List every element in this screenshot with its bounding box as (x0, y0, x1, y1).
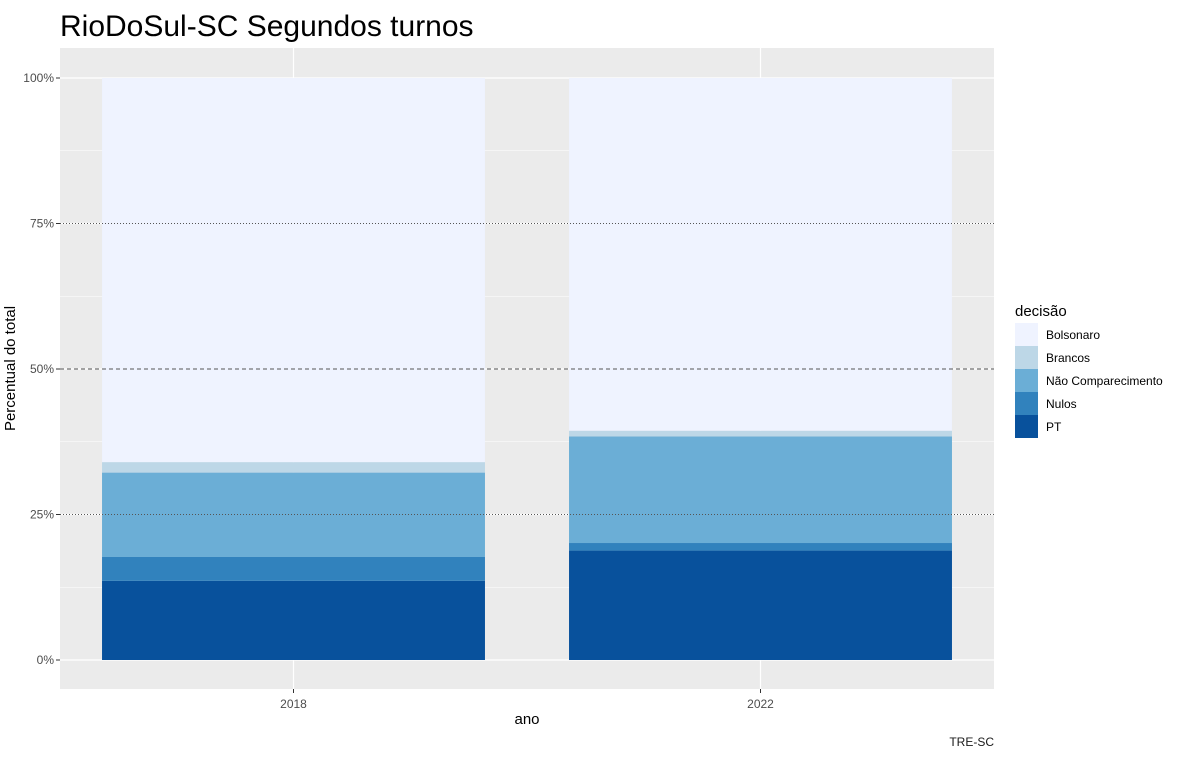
legend-label: Nulos (1046, 397, 1077, 411)
x-tick-label: 2018 (280, 697, 307, 711)
y-axis-title: Percentual do total (2, 306, 19, 431)
legend-swatch-pt (1015, 415, 1038, 438)
caption: TRE-SC (949, 735, 994, 749)
x-axis: 2018 2022 (280, 689, 774, 711)
bar-segment-pt-2018 (102, 580, 485, 660)
y-tick-label: 100% (23, 71, 54, 85)
bar-segment-bolsonaro-2022 (569, 78, 952, 431)
legend-label: Bolsonaro (1046, 328, 1100, 342)
bar-segment-n-o-comparecimento-2022 (569, 436, 952, 544)
bar-segment-nulos-2022 (569, 543, 952, 551)
bar-segment-brancos-2022 (569, 430, 952, 437)
bar-segment-nulos-2018 (102, 556, 485, 581)
y-tick-label: 75% (30, 217, 54, 231)
legend-swatch-bolsonaro (1015, 323, 1038, 346)
y-tick-label: 25% (30, 508, 54, 522)
chart-title: RioDoSul-SC Segundos turnos (60, 10, 474, 43)
legend-label: Não Comparecimento (1046, 374, 1163, 388)
bar-segment-brancos-2018 (102, 462, 485, 473)
legend-label: Brancos (1046, 351, 1090, 365)
legend: Bolsonaro Brancos Não Comparecimento Nulos P… (1015, 323, 1163, 438)
x-tick-label: 2022 (747, 697, 774, 711)
y-tick-label: 0% (37, 653, 55, 667)
x-axis-title: ano (514, 711, 539, 728)
legend-swatch-brancos (1015, 346, 1038, 369)
bar-segment-pt-2022 (569, 550, 952, 660)
reference-lines (60, 223, 994, 515)
y-axis: 0% 25% 50% 75% 100% (23, 71, 60, 667)
legend-label: PT (1046, 420, 1062, 434)
bar-segment-bolsonaro-2018 (102, 78, 485, 463)
y-tick-label: 50% (30, 362, 54, 376)
legend-title: decisão (1015, 303, 1067, 320)
legend-swatch-n-o-comparecimento (1015, 369, 1038, 392)
bars-layer (102, 78, 952, 660)
legend-swatch-nulos (1015, 392, 1038, 415)
